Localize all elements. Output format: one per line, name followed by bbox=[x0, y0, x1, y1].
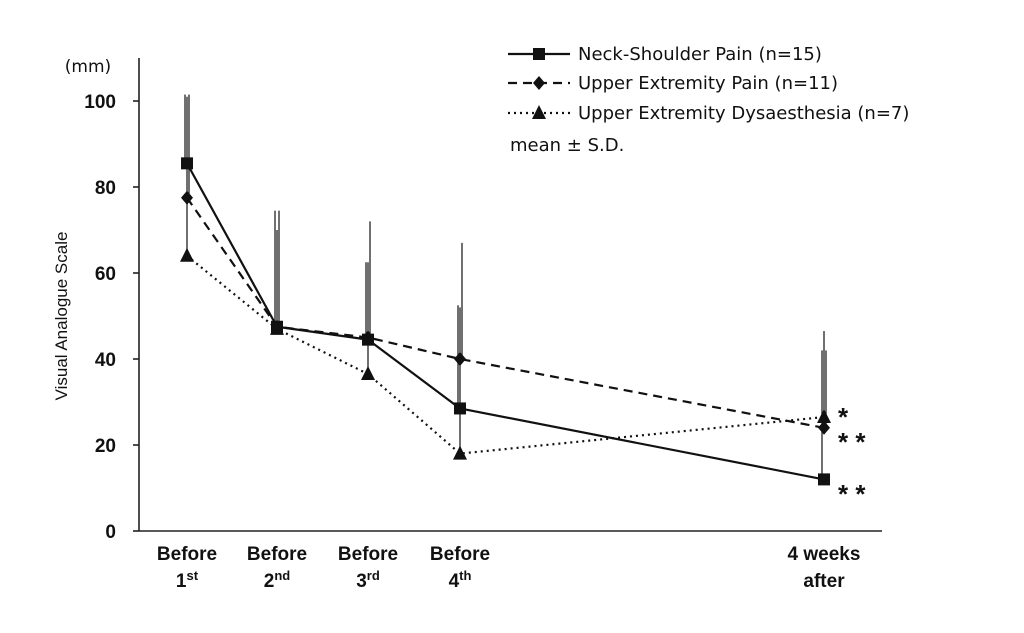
x-tick-label: Before bbox=[338, 544, 398, 565]
x-tick-label-line2: 2nd bbox=[264, 568, 291, 592]
data-point-square-0 bbox=[181, 157, 193, 170]
y-unit-label: (mm) bbox=[65, 57, 111, 77]
legend: Neck-Shoulder Pain (n=15) Upper Extremity… bbox=[508, 44, 909, 156]
data-point-diamond-0 bbox=[181, 190, 193, 205]
x-tick-label-line2: 3rd bbox=[356, 568, 380, 592]
x-tick-label-line2: 4th bbox=[449, 568, 472, 592]
x-tick-label: Before bbox=[430, 544, 490, 565]
data-point-triangle-0 bbox=[180, 247, 194, 262]
data-point-square-3 bbox=[454, 402, 466, 415]
y-tick-label: 60 bbox=[95, 264, 116, 285]
significance-mark-diamond: * * bbox=[838, 427, 866, 457]
series-line-diamond bbox=[186, 197, 825, 429]
x-tick-label-line2: after bbox=[803, 571, 845, 592]
data-point-diamond-3 bbox=[454, 352, 466, 366]
x-tick-label: Before bbox=[157, 544, 217, 565]
y-tick-label: 40 bbox=[95, 350, 116, 371]
legend-note: mean ± S.D. bbox=[510, 135, 624, 156]
significance-mark-triangle: * bbox=[838, 402, 849, 432]
significance-marks: * ** ** bbox=[838, 402, 866, 509]
y-axis-label: Visual Analogue Scale bbox=[52, 232, 71, 401]
legend-label-square: Neck-Shoulder Pain (n=15) bbox=[578, 44, 822, 65]
data-point-triangle-4 bbox=[817, 409, 831, 424]
y-tick-label: 0 bbox=[105, 522, 116, 543]
legend-marker-diamond bbox=[533, 76, 545, 90]
data-point-triangle-2 bbox=[361, 366, 375, 381]
series-line-triangle bbox=[186, 254, 825, 455]
significance-mark-square: * * bbox=[838, 479, 866, 509]
y-tick-label: 80 bbox=[95, 178, 116, 199]
y-tick-label: 20 bbox=[95, 436, 116, 457]
legend-marker-square bbox=[533, 48, 545, 60]
legend-label-triangle: Upper Extremity Dysaesthesia (n=7) bbox=[578, 103, 909, 124]
data-point-square-4 bbox=[818, 473, 830, 486]
axes: (mm) 0 20 40 60 80 100 Visual Analogue Scale Bef… bbox=[52, 57, 882, 592]
x-tick-label: Before bbox=[247, 544, 307, 565]
legend-marker-triangle bbox=[532, 105, 546, 119]
series-markers bbox=[180, 157, 831, 486]
data-point-triangle-1 bbox=[270, 320, 284, 335]
x-tick-label-line2: 1st bbox=[176, 568, 199, 592]
error-bars bbox=[184, 94, 827, 480]
y-tick-label: 100 bbox=[84, 92, 116, 113]
data-point-diamond-4 bbox=[818, 420, 830, 435]
data-point-diamond-2 bbox=[362, 330, 374, 345]
data-point-triangle-3 bbox=[453, 445, 467, 460]
legend-label-diamond: Upper Extremity Pain (n=11) bbox=[578, 73, 838, 94]
x-tick-label: 4 weeks bbox=[788, 544, 861, 565]
